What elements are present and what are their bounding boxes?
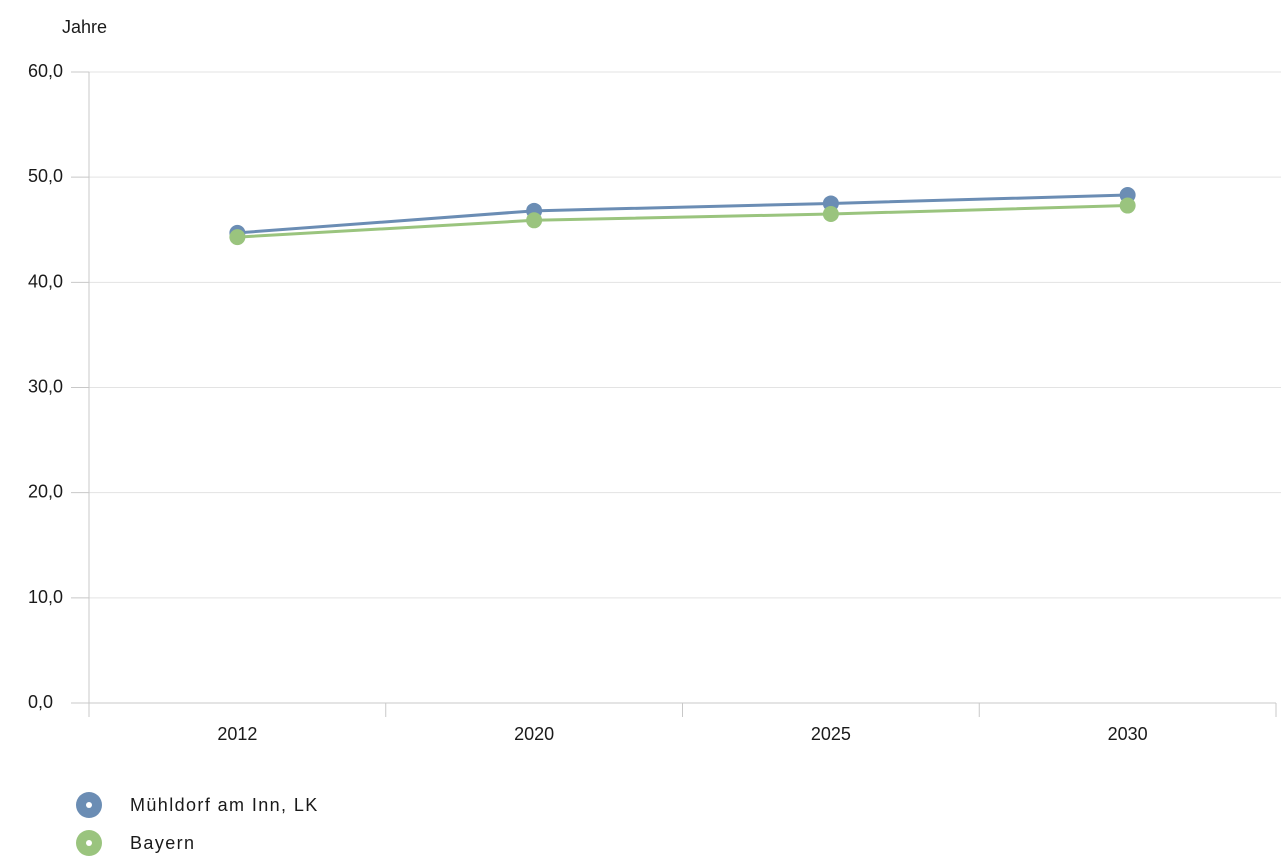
x-tick-label: 2025 <box>811 724 851 744</box>
y-tick-label: 50,0 <box>28 166 63 186</box>
y-tick-label: 0,0 <box>28 692 53 712</box>
legend-item-muehldorf[interactable]: Mühldorf am Inn, LK <box>76 786 319 824</box>
data-point-1-0[interactable] <box>229 229 246 246</box>
data-point-1-3[interactable] <box>1119 197 1136 214</box>
legend-label-muehldorf: Mühldorf am Inn, LK <box>130 794 319 815</box>
y-tick-label: 60,0 <box>28 61 63 81</box>
legend-marker-bayern <box>76 830 102 856</box>
y-tick-label: 40,0 <box>28 271 63 291</box>
y-axis-title: Jahre <box>62 17 107 37</box>
legend-item-bayern[interactable]: Bayern <box>76 824 319 862</box>
y-axis-ticks: 0,0 10,0 20,0 30,0 40,0 50,0 60,0 <box>28 61 63 712</box>
data-point-1-1[interactable] <box>526 212 543 229</box>
y-tick-label: 30,0 <box>28 377 63 397</box>
x-tick-label: 2030 <box>1108 724 1148 744</box>
axes <box>71 71 1277 717</box>
legend-marker-muehldorf <box>76 792 102 818</box>
legend: Mühldorf am Inn, LK Bayern <box>76 786 319 862</box>
line-chart: Jahre 0,010,020,030,040,050,060,0 2012 20… <box>28 17 1281 744</box>
x-axis-ticks: 2012 2020 2025 2030 <box>217 724 1147 744</box>
gridlines <box>89 71 1281 599</box>
x-tick-label: 2012 <box>217 724 257 744</box>
series-line-1 <box>237 204 1128 239</box>
x-tick-label: 2020 <box>514 724 554 744</box>
y-tick-label: 10,0 <box>28 587 63 607</box>
legend-label-bayern: Bayern <box>130 832 196 853</box>
series-group <box>229 187 1136 246</box>
series-line-0 <box>237 193 1128 235</box>
y-tick-label: 20,0 <box>28 482 63 502</box>
data-point-1-2[interactable] <box>822 205 839 222</box>
